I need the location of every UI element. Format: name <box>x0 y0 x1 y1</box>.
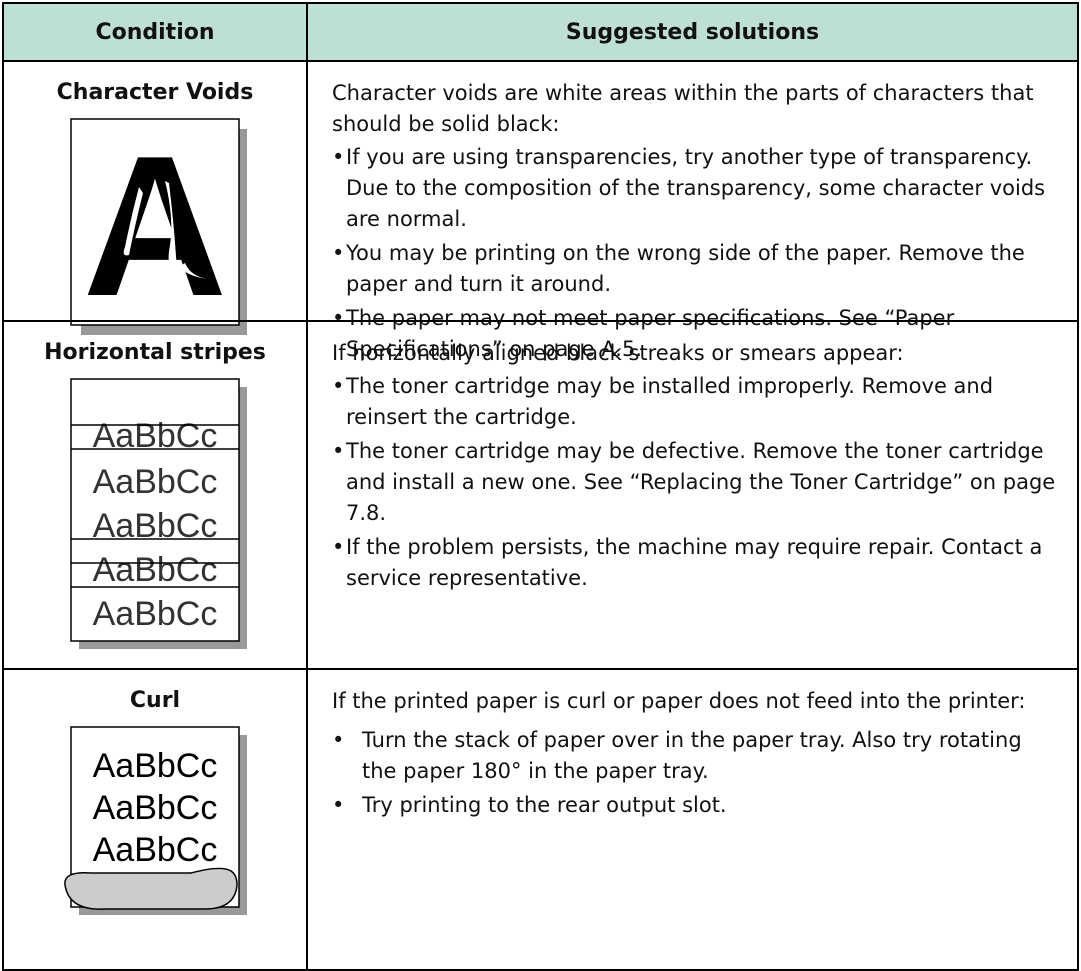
solution-cell: Character voids are white areas within t… <box>306 60 1079 361</box>
solution-item: If you are using transparencies, try ano… <box>332 142 1057 235</box>
void <box>165 181 178 291</box>
sample-text: AaBbCc <box>93 463 218 501</box>
condition-title: Character Voids <box>56 80 254 105</box>
condition-cell: CurlAaBbCcAaBbCcAaBbCcAaBbCc <box>2 668 308 971</box>
curl <box>64 867 238 910</box>
paper <box>70 378 240 642</box>
void <box>123 187 143 256</box>
sample-text: AaBbCc <box>93 747 218 785</box>
solution-list: The toner cartridge may be installed imp… <box>332 371 1057 594</box>
solution-intro: If the printed paper is curl or paper do… <box>332 689 1026 713</box>
header-cell: Condition <box>2 2 308 62</box>
paper <box>70 118 240 326</box>
solution-intro: If horizontally aligned black streaks or… <box>332 341 904 365</box>
sample-letter: A <box>83 117 227 338</box>
header-cell: Suggested solutions <box>306 2 1079 62</box>
solution-item: If the problem persists, the machine may… <box>332 532 1057 594</box>
solution-list: Turn the stack of paper over in the pape… <box>332 725 1057 821</box>
solution-item: You may be printing on the wrong side of… <box>332 238 1057 300</box>
condition-cell: Horizontal stripes AaBbCc AaBbCc AaBbCc AaBb… <box>2 320 308 670</box>
solution-item: Try printing to the rear output slot. <box>332 790 1057 821</box>
solution-cell: If the printed paper is curl or paper do… <box>306 668 1079 971</box>
condition-title: Horizontal stripes <box>44 340 266 365</box>
solution-item: The toner cartridge may be defective. Re… <box>332 436 1057 529</box>
solution-item: The paper may not meet paper specificati… <box>332 303 1057 365</box>
sample-text: AaBbCc <box>93 551 218 589</box>
solution-item: The toner cartridge may be installed imp… <box>332 371 1057 433</box>
solution-cell: If horizontally aligned black streaks or… <box>306 320 1079 670</box>
sample-text: AaBbCc <box>93 789 218 827</box>
void <box>179 263 209 279</box>
illustration: A <box>70 117 247 338</box>
solution-item: Turn the stack of paper over in the pape… <box>332 725 1057 787</box>
solution-list: If you are using transparencies, try ano… <box>332 142 1057 365</box>
condition-title: Curl <box>129 688 181 713</box>
sample-text: AaBbCc <box>93 595 218 633</box>
condition-cell: Character Voids A <box>2 60 308 338</box>
sample-text: AaBbCc <box>93 831 218 869</box>
solution-intro: Character voids are white areas within t… <box>332 81 1034 136</box>
